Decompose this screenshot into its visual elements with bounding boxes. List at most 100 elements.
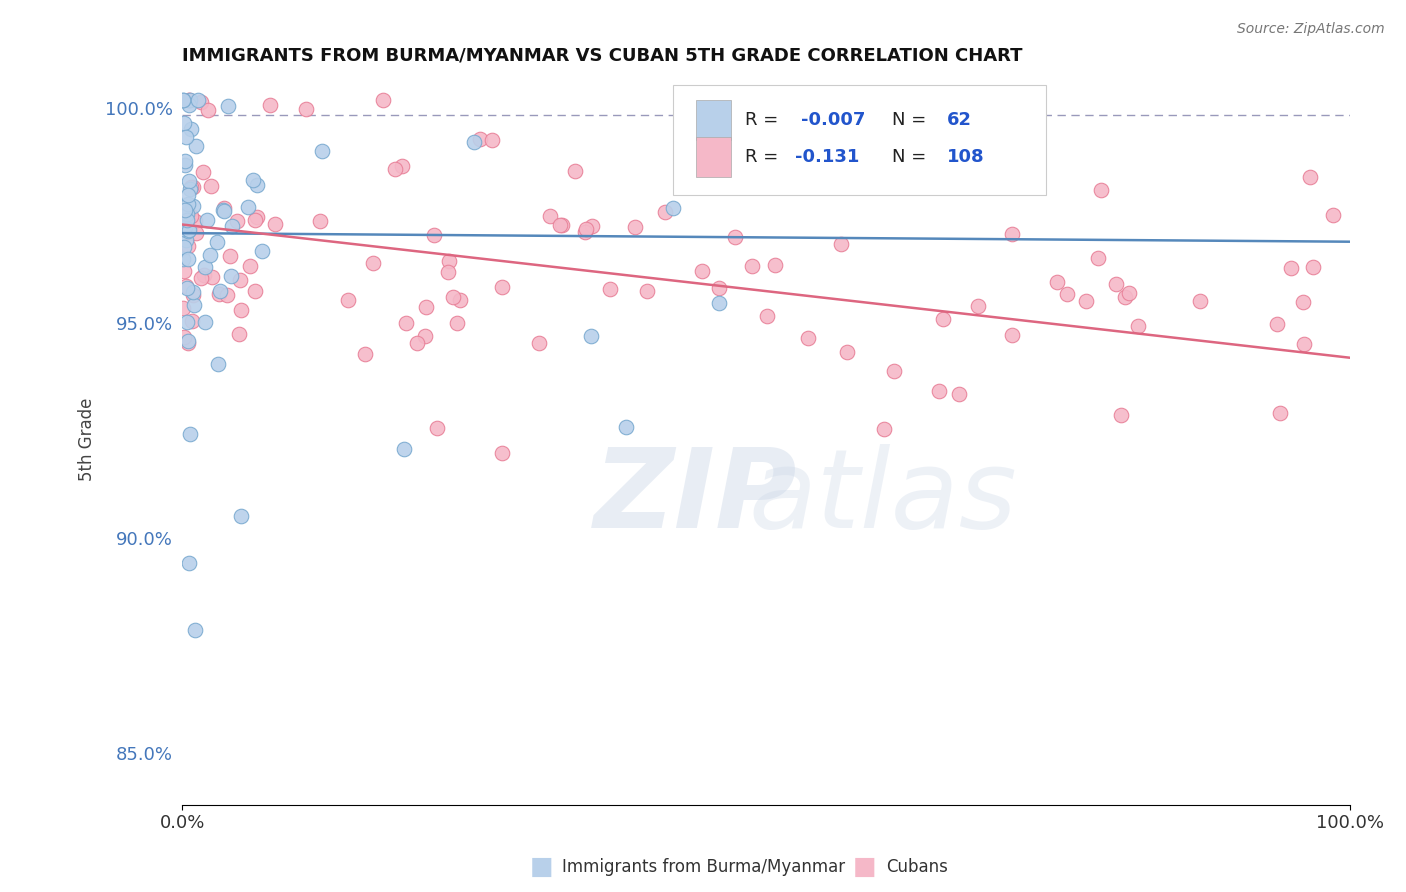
Point	[575, 222, 598, 236]
Point	[184, 623, 207, 637]
Point	[548, 218, 571, 232]
Point	[173, 116, 195, 130]
Text: ■: ■	[530, 855, 553, 879]
Point	[1292, 295, 1315, 310]
Point	[226, 214, 249, 228]
Point	[540, 210, 562, 224]
Point	[264, 217, 287, 231]
Point	[212, 203, 235, 218]
Point	[441, 290, 464, 304]
Point	[176, 315, 198, 329]
Point	[228, 273, 250, 287]
Point	[217, 99, 239, 113]
Point	[1302, 260, 1324, 275]
Point	[190, 271, 212, 285]
Point	[208, 286, 231, 301]
Text: atlas: atlas	[748, 444, 1017, 551]
Point	[173, 240, 195, 254]
Point	[177, 252, 200, 267]
Point	[709, 296, 731, 310]
Text: Cubans: Cubans	[886, 858, 948, 876]
Point	[180, 209, 202, 223]
Point	[932, 312, 955, 326]
Text: N =: N =	[893, 112, 932, 129]
Point	[463, 136, 485, 150]
Point	[239, 259, 262, 273]
Point	[437, 254, 460, 268]
Point	[437, 265, 460, 279]
Point	[180, 314, 202, 328]
Point	[176, 213, 198, 227]
Text: 108: 108	[948, 148, 984, 166]
Point	[1109, 408, 1132, 422]
Point	[197, 103, 219, 117]
Point	[491, 280, 513, 294]
Point	[246, 210, 269, 224]
Point	[173, 222, 195, 236]
Point	[191, 164, 214, 178]
Point	[724, 229, 747, 244]
Point	[245, 285, 267, 299]
Point	[177, 556, 200, 570]
Point	[395, 316, 418, 330]
Point	[1118, 285, 1140, 300]
Point	[174, 130, 197, 145]
Point	[173, 153, 195, 168]
Point	[1322, 208, 1344, 222]
Point	[177, 197, 200, 211]
Point	[179, 93, 201, 107]
Point	[177, 97, 200, 112]
Point	[564, 163, 586, 178]
Point	[491, 446, 513, 460]
Point	[392, 442, 415, 456]
Text: 62: 62	[948, 112, 972, 129]
Point	[194, 315, 217, 329]
Point	[654, 205, 676, 219]
Point	[174, 233, 197, 247]
Point	[219, 250, 242, 264]
Point	[180, 122, 202, 136]
Point	[173, 263, 195, 277]
Point	[1299, 169, 1322, 184]
Point	[181, 180, 204, 194]
Point	[181, 285, 204, 300]
Point	[243, 213, 266, 227]
Point	[599, 282, 621, 296]
Point	[208, 284, 231, 298]
Point	[219, 269, 242, 284]
Point	[446, 316, 468, 330]
Point	[183, 298, 205, 312]
Point	[193, 268, 215, 282]
Point	[246, 178, 269, 193]
Point	[177, 93, 200, 107]
Point	[1074, 294, 1097, 309]
Point	[468, 132, 491, 146]
Point	[229, 509, 252, 524]
Point	[614, 420, 637, 434]
Point	[200, 248, 222, 262]
Point	[354, 347, 377, 361]
Point	[763, 258, 786, 272]
Point	[173, 330, 195, 344]
Text: Source: ZipAtlas.com: Source: ZipAtlas.com	[1237, 22, 1385, 37]
FancyBboxPatch shape	[696, 100, 731, 140]
Point	[186, 138, 208, 153]
Point	[181, 287, 204, 301]
Point	[928, 384, 950, 398]
Point	[205, 235, 228, 250]
Point	[690, 264, 713, 278]
Point	[574, 225, 596, 239]
Point	[797, 331, 820, 345]
FancyBboxPatch shape	[672, 85, 1046, 194]
Point	[242, 173, 264, 187]
Point	[252, 244, 274, 258]
Point	[176, 281, 198, 295]
Point	[176, 207, 198, 221]
Point	[177, 224, 200, 238]
Point	[309, 213, 332, 227]
Point	[173, 202, 195, 217]
Point	[179, 427, 201, 442]
Point	[259, 98, 281, 112]
Point	[176, 239, 198, 253]
Point	[873, 422, 896, 436]
